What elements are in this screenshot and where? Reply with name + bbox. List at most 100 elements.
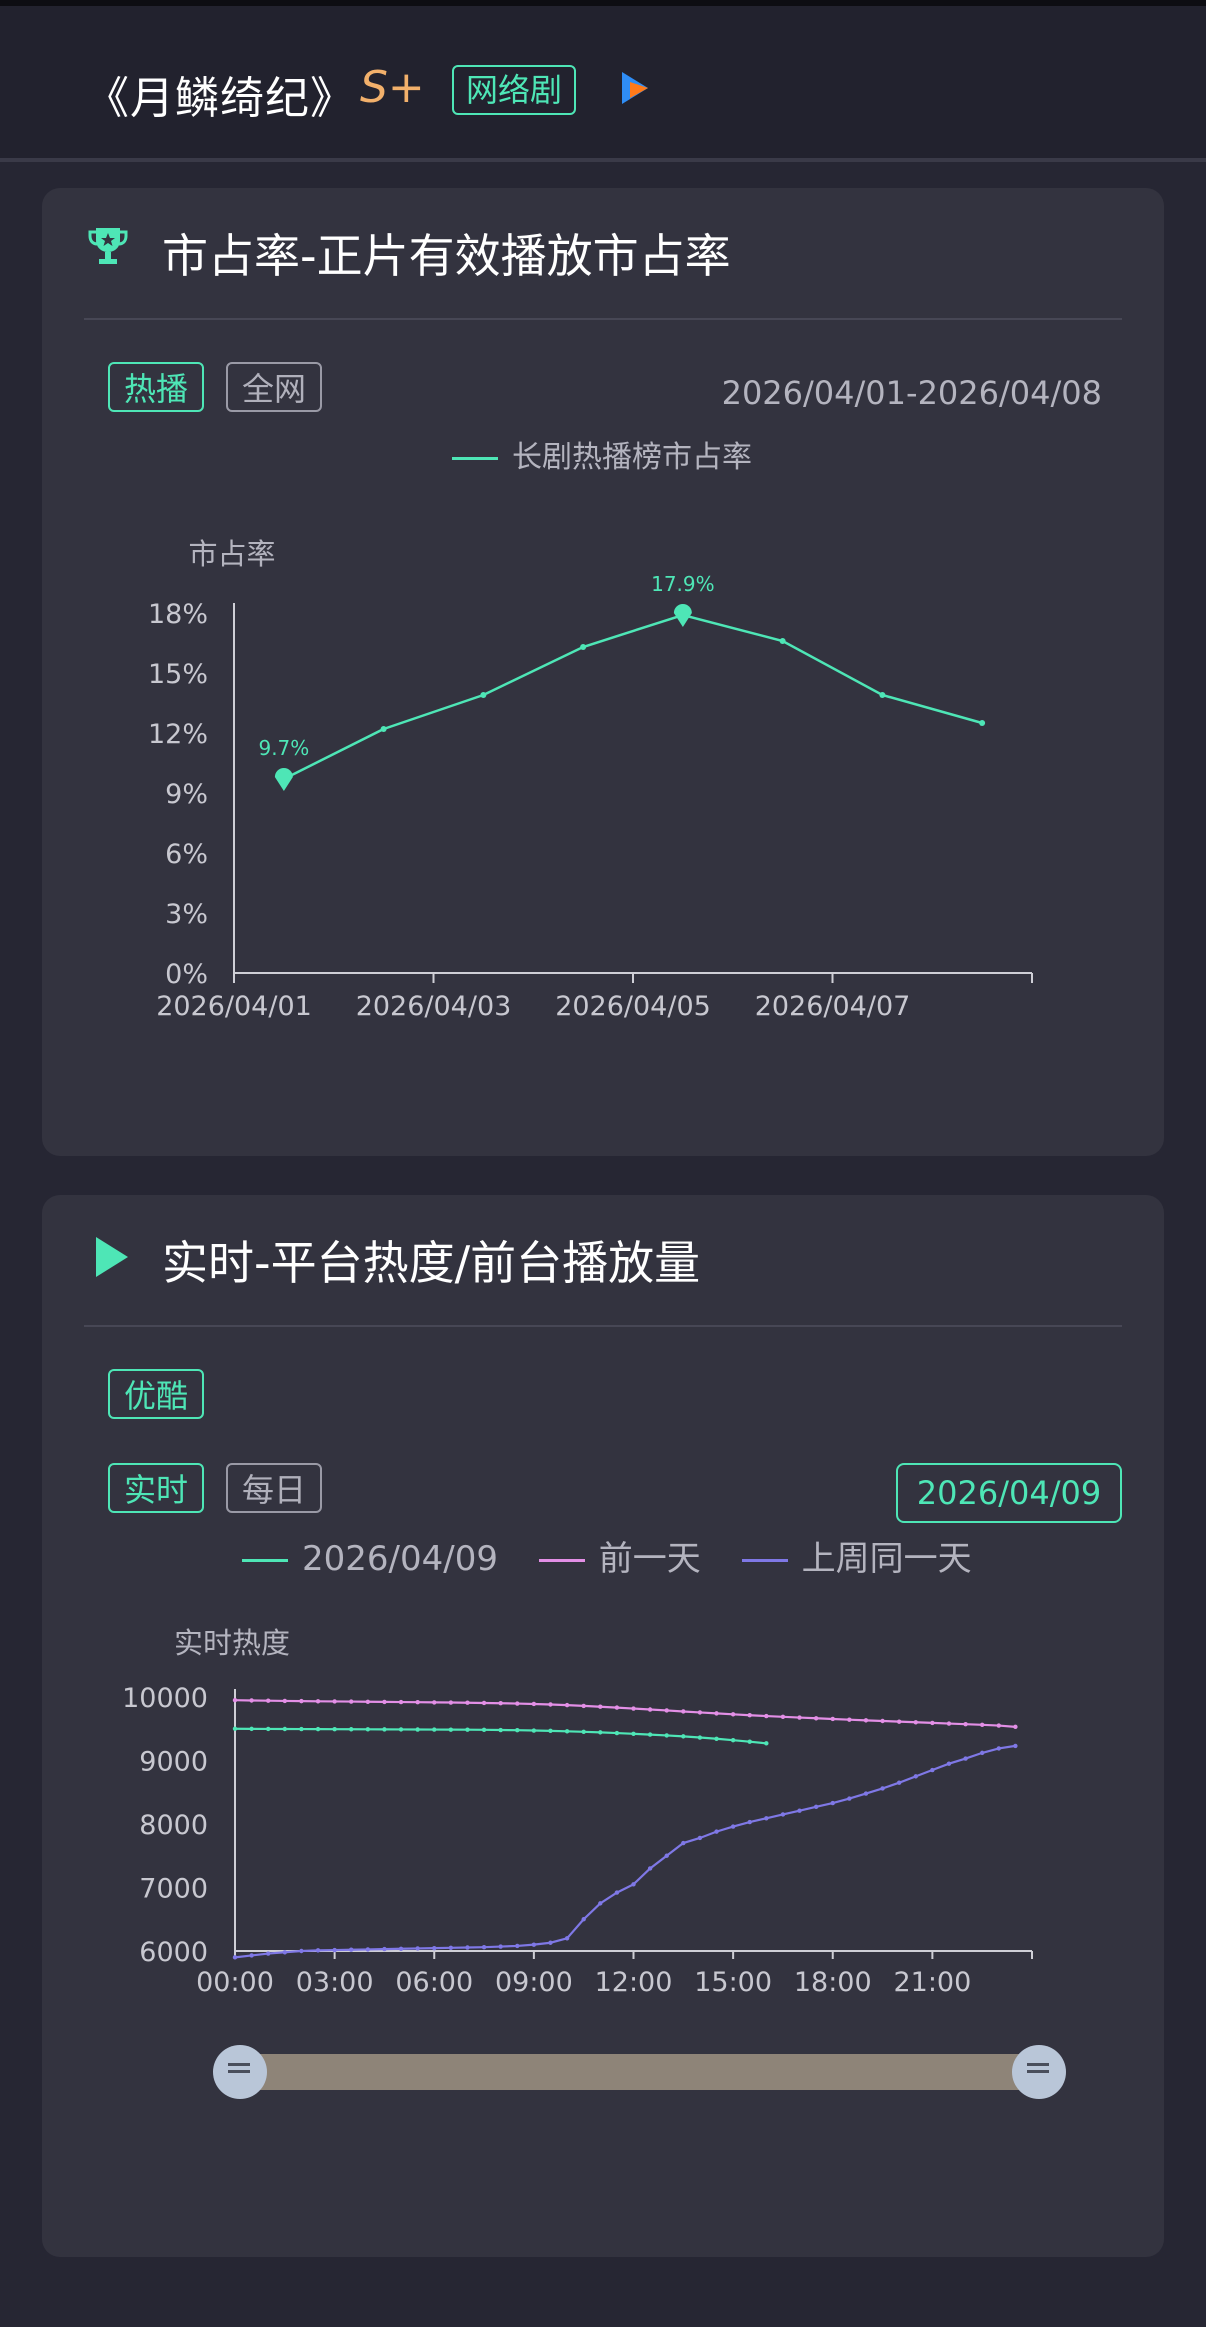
legend-label: 长剧热播榜市占率 <box>512 440 752 475</box>
data-point <box>515 1701 520 1706</box>
data-point <box>863 1718 869 1723</box>
data-point <box>730 1737 736 1743</box>
data-point <box>398 1946 404 1951</box>
data-point <box>315 1699 321 1704</box>
x-tick-label: 15:00 <box>694 1967 772 1998</box>
market-share-card: 市占率-正片有效播放市占率 热播 全网 2026/04/01-2026/04/0… <box>42 188 1164 1156</box>
series-line-last-week <box>234 1744 1016 1959</box>
data-point <box>349 1947 354 1952</box>
y-tick-label: 10000 <box>122 1683 208 1714</box>
chip-all-network[interactable]: 全网 <box>226 362 323 412</box>
data-point <box>382 1946 387 1952</box>
trophy-icon <box>88 228 128 264</box>
data-point <box>282 1726 288 1732</box>
data-point <box>581 1729 586 1734</box>
data-point <box>747 1713 752 1718</box>
zoom-slider-track[interactable] <box>240 2054 1040 2090</box>
data-point <box>598 1704 603 1709</box>
data-point <box>647 1732 653 1737</box>
data-point <box>946 1761 952 1766</box>
data-point <box>380 726 387 732</box>
y-tick-label: 3% <box>165 899 208 930</box>
category-tag: 网络剧 <box>452 65 577 115</box>
data-point <box>282 1950 288 1955</box>
data-point <box>764 1713 769 1719</box>
data-point <box>564 1702 570 1708</box>
marker-pin <box>673 604 692 627</box>
data-point <box>266 1726 271 1732</box>
data-point <box>480 692 487 698</box>
legend-item-last-week[interactable]: 上周同一天 <box>741 1539 972 1579</box>
data-point <box>979 1722 985 1728</box>
legend-label: 前一天 <box>598 1539 701 1579</box>
data-point <box>349 1699 354 1704</box>
data-point <box>996 1746 1001 1751</box>
data-point <box>830 1716 835 1722</box>
legend-item-today[interactable]: 2026/04/09 <box>242 1539 498 1579</box>
data-point <box>780 1714 786 1720</box>
chip-realtime[interactable]: 实时 <box>108 1463 205 1513</box>
date-picker[interactable]: 2026/04/09 <box>896 1463 1122 1523</box>
grip-icon <box>228 2063 250 2081</box>
data-point <box>764 1816 769 1821</box>
marker-pin <box>274 768 293 791</box>
chart-legend[interactable]: 长剧热播榜市占率 <box>452 432 752 476</box>
data-point <box>580 644 587 650</box>
data-point <box>415 1700 420 1705</box>
data-point <box>813 1716 819 1721</box>
data-point <box>664 1708 669 1713</box>
legend-swatch <box>452 457 498 460</box>
data-point <box>647 1866 653 1871</box>
y-tick-label: 18% <box>148 599 208 630</box>
x-tick-label: 18:00 <box>794 1967 872 1998</box>
data-point <box>266 1698 271 1703</box>
chip-hot[interactable]: 热播 <box>108 362 205 412</box>
data-point <box>299 1948 304 1954</box>
data-point <box>631 1706 636 1711</box>
chip-daily[interactable]: 每日 <box>226 1463 323 1513</box>
data-point <box>365 1699 371 1704</box>
legend-swatch <box>538 1559 585 1562</box>
data-point <box>996 1723 1001 1728</box>
data-point <box>697 1835 703 1841</box>
y-tick-label: 15% <box>148 659 208 690</box>
data-point <box>797 1715 802 1720</box>
y-axis-title: 市占率 <box>188 537 275 571</box>
data-point <box>779 638 786 644</box>
data-point <box>930 1720 935 1726</box>
chart-legend[interactable]: 2026/04/09 前一天 上周同一天 <box>242 1531 1002 1580</box>
data-point <box>448 1727 454 1732</box>
data-point <box>365 1947 371 1952</box>
data-point <box>664 1853 669 1858</box>
data-point <box>879 692 886 698</box>
data-point <box>730 1712 736 1717</box>
x-tick-label: 03:00 <box>296 1967 374 1998</box>
data-point <box>498 1701 503 1706</box>
data-point <box>332 1947 337 1953</box>
data-point <box>946 1721 952 1726</box>
data-point <box>332 1699 337 1704</box>
data-point <box>282 1698 288 1704</box>
legend-swatch <box>242 1559 288 1562</box>
legend-label: 上周同一天 <box>801 1539 972 1579</box>
data-point <box>349 1727 354 1732</box>
data-point <box>232 1726 238 1731</box>
legend-item-prev-day[interactable]: 前一天 <box>538 1539 701 1579</box>
data-point <box>531 1942 537 1947</box>
data-point <box>747 1739 752 1744</box>
x-tick-label: 2026/04/01 <box>156 991 312 1022</box>
data-point <box>498 1727 503 1733</box>
zoom-slider-start-handle[interactable] <box>213 2045 267 2099</box>
x-tick-label: 00:00 <box>196 1967 274 1998</box>
data-point <box>714 1736 719 1741</box>
zoom-slider-end-handle[interactable] <box>1012 2045 1066 2099</box>
data-point <box>598 1901 603 1906</box>
data-point <box>448 1945 454 1951</box>
date-range: 2026/04/01-2026/04/08 <box>721 374 1102 412</box>
data-point <box>481 1944 487 1950</box>
data-point <box>697 1735 703 1740</box>
data-point <box>813 1804 819 1810</box>
chip-platform-youku[interactable]: 优酷 <box>108 1369 205 1419</box>
data-point <box>232 1955 238 1960</box>
data-point <box>863 1791 869 1796</box>
